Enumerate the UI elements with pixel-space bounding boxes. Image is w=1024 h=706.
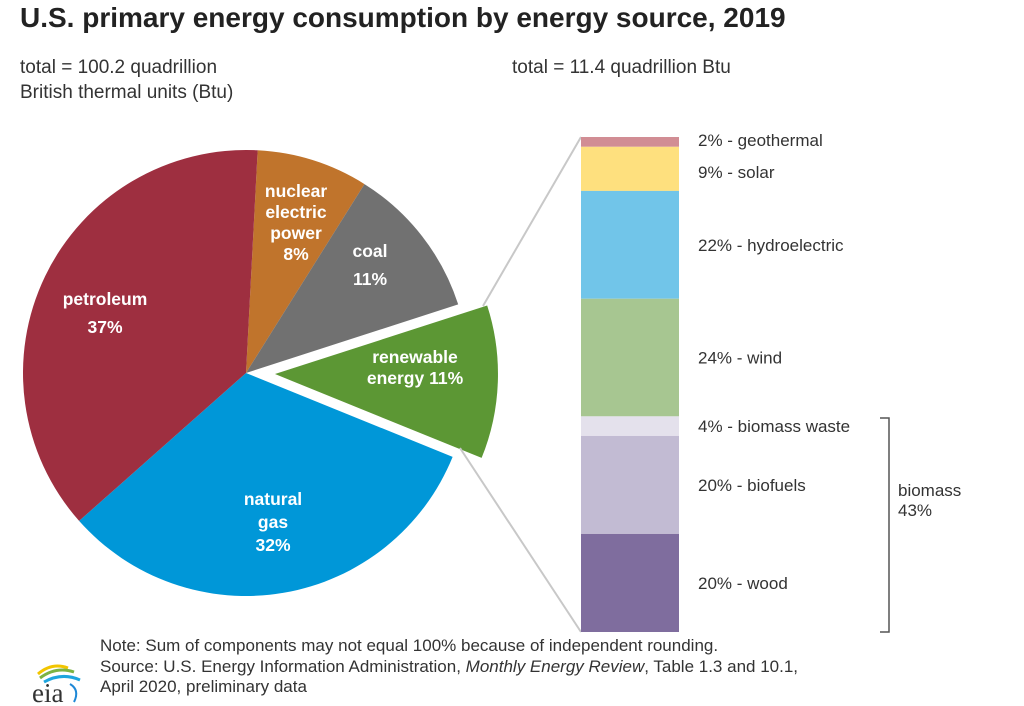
bar-label-wind: 24% - wind [698,349,782,368]
pie-slice-renewable-energy [274,305,498,458]
source-line-1: Source: U.S. Energy Information Administ… [100,657,798,678]
biomass-bracket [880,417,890,633]
eia-logo: eia [30,660,90,706]
pie-slice-nuclear-electric-power [246,150,365,373]
bar-segment-biofuels [581,435,679,534]
biomass-bracket-label: biomass [898,481,961,500]
biomass-bracket-label: 43% [898,501,932,520]
svg-text:eia: eia [32,678,63,706]
pie-label-petroleum: petroleum [63,289,148,309]
bar-segment-wind [581,298,679,417]
bar-segment-solar [581,146,679,191]
pie-label-petroleum: 37% [87,317,122,337]
bar-segment-geothermal [581,137,679,147]
pie-label-coal: 11% [353,269,387,289]
bar-segment-wood [581,533,679,632]
bar-label-hydroelectric: 22% - hydroelectric [698,236,844,255]
connector-line-bottom [459,447,582,633]
bar-total-subtitle: total = 11.4 quadrillion Btu [512,57,731,78]
pie-label-natural-gas: natural [244,489,302,509]
bar-label-biofuels: 20% - biofuels [698,476,806,495]
pie-label-nuclear-electric-power: power [270,223,322,243]
pie-label-coal: coal [352,241,387,261]
pie-label-nuclear-electric-power: 8% [283,244,309,264]
pie-total-line-2: British thermal units (Btu) [20,82,234,103]
pie-label-nuclear-electric-power: electric [265,202,327,222]
pie-total-subtitle: total = 100.2 quadrillion British therma… [20,55,233,105]
source-prefix: Source: U.S. Energy Information Administ… [100,656,466,676]
pie-label-renewable-energy: renewable [372,347,458,367]
bar-segment-biomass-waste [581,416,679,436]
note-text: Note: Sum of components may not equal 10… [100,636,719,655]
bar-segment-hydroelectric [581,190,679,299]
pie-slice-petroleum [23,150,258,521]
chart-title: U.S. primary energy consumption by energ… [20,2,786,33]
pie-slice-coal [246,184,459,373]
bar-label-biomass-waste: 4% - biomass waste [698,417,850,436]
source-title: Monthly Energy Review [465,656,645,676]
bar-label-solar: 9% - solar [698,163,775,182]
source-line-2: April 2020, preliminary data [100,677,307,696]
pie-total-line-1: total = 100.2 quadrillion [20,57,218,78]
connector-line-top [482,136,582,307]
pie-label-natural-gas: 32% [255,535,290,555]
bar-label-geothermal: 2% - geothermal [698,131,823,150]
eia-logo-icon: eia [32,664,81,706]
pie-label-renewable-energy: energy 11% [367,368,464,388]
bar-label-wood: 20% - wood [698,574,788,593]
pie-slice-natural-gas [79,373,453,596]
pie-label-natural-gas: gas [258,512,288,532]
chart-note: Note: Sum of components may not equal 10… [100,636,798,698]
pie-label-nuclear-electric-power: nuclear [265,181,327,201]
source-suffix: , Table 1.3 and 10.1, [644,656,799,676]
